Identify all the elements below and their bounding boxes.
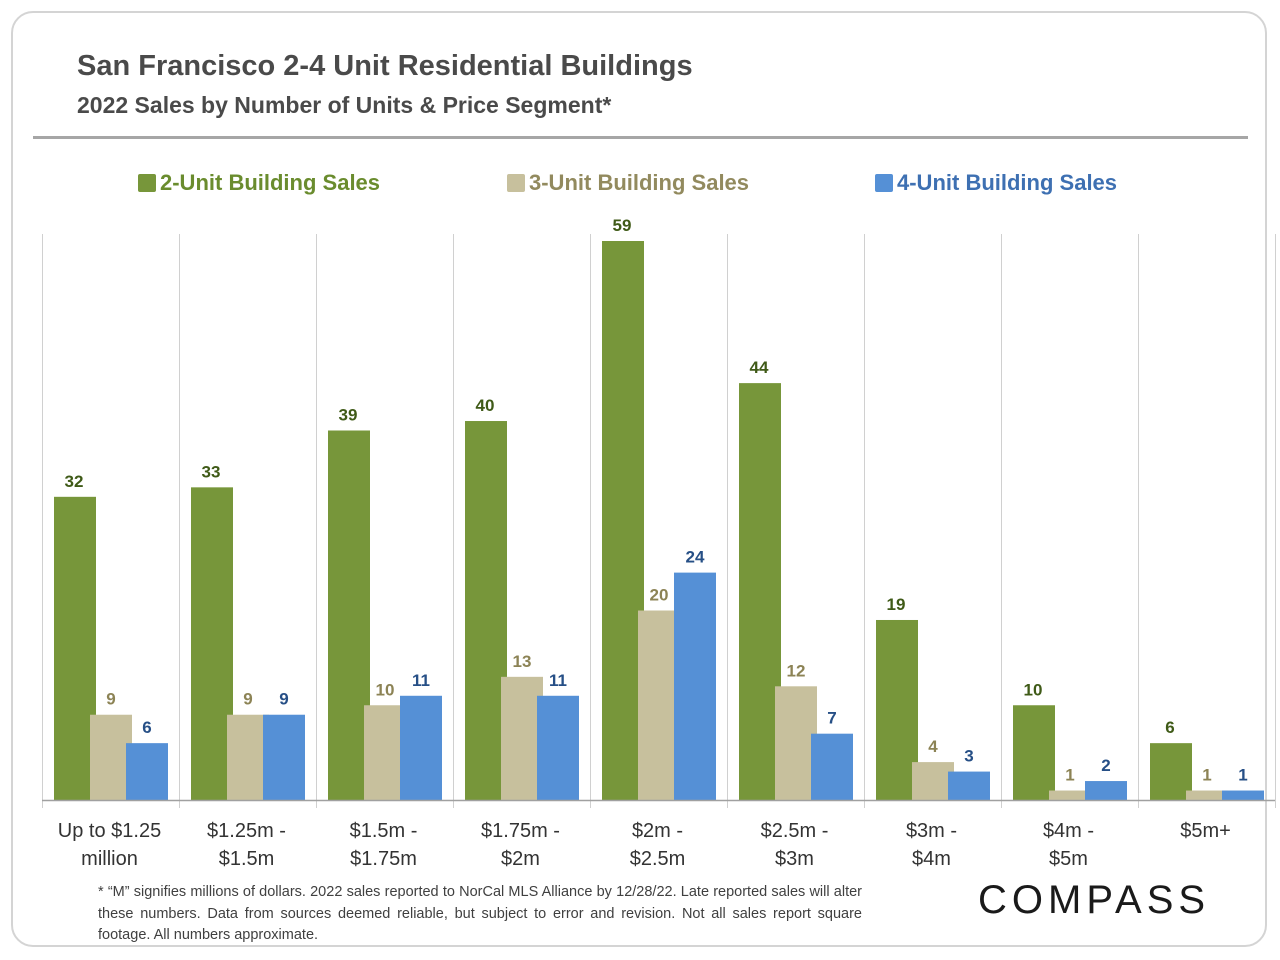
x-tick-label: $1.5m -: [350, 820, 418, 842]
x-tick-label: $1.75m -: [481, 820, 560, 842]
header-divider: [33, 136, 1248, 139]
bar: [948, 771, 990, 800]
data-label: 24: [686, 548, 705, 567]
data-label: 9: [279, 690, 288, 709]
bar: [1013, 705, 1055, 800]
data-label: 33: [202, 462, 221, 481]
legend-label-3-unit: 3-Unit Building Sales: [529, 170, 750, 195]
legend-label-2-unit: 2-Unit Building Sales: [160, 170, 381, 195]
bar: [90, 714, 132, 800]
x-tick-label: $1.25m -: [207, 820, 286, 842]
data-label: 13: [513, 652, 532, 671]
x-tick-label: $4m: [912, 848, 951, 870]
x-tick-label: $1.75m: [350, 848, 417, 870]
bar: [1186, 790, 1228, 800]
compass-logo: COMPASS: [978, 878, 1211, 922]
chart-title: San Francisco 2-4 Unit Residential Build…: [77, 50, 693, 82]
bar: [54, 496, 96, 800]
data-label: 7: [827, 709, 836, 728]
bar: [811, 733, 853, 800]
data-label: 11: [412, 671, 430, 690]
data-label: 9: [106, 690, 115, 709]
data-label: 3: [964, 747, 973, 766]
x-tick-label: $3m: [775, 848, 814, 870]
data-label: 6: [1165, 718, 1174, 737]
x-tick-label: $1.5m: [219, 848, 275, 870]
x-tick-label: $2m: [501, 848, 540, 870]
data-label: 1: [1065, 766, 1074, 785]
bar: [537, 695, 579, 800]
bar: [1049, 790, 1091, 800]
data-label: 44: [750, 358, 769, 377]
bar: [1085, 781, 1127, 800]
x-tick-label: $2.5m: [630, 848, 686, 870]
bar: [674, 572, 716, 800]
data-label: 4: [928, 737, 938, 756]
bar: [328, 430, 370, 800]
data-label: 40: [476, 396, 495, 415]
bar: [739, 383, 781, 800]
data-label: 9: [243, 690, 252, 709]
data-label: 10: [1024, 680, 1043, 699]
data-label: 1: [1238, 766, 1247, 785]
x-tick-label: Up to $1.25: [58, 820, 161, 842]
bar: [501, 676, 543, 800]
legend-swatch-4-unit: [875, 174, 893, 192]
x-tick-label: $5m: [1049, 848, 1088, 870]
data-label: 6: [142, 718, 151, 737]
x-tick-label: $5m+: [1180, 820, 1231, 842]
bar: [876, 619, 918, 800]
data-label: 10: [376, 680, 395, 699]
footnote: * “M” signifies millions of dollars. 202…: [98, 884, 862, 943]
bar: [227, 714, 269, 800]
legend-label-4-unit: 4-Unit Building Sales: [897, 170, 1118, 195]
bar: [912, 762, 954, 800]
data-label: 59: [613, 216, 632, 235]
bar: [191, 487, 233, 800]
legend-item-2-unit: 2-Unit Building Sales: [138, 170, 380, 196]
data-label: 1: [1202, 766, 1211, 785]
bar: [1150, 743, 1192, 800]
data-label: 39: [339, 405, 358, 424]
legend-item-3-unit: 3-Unit Building Sales: [507, 170, 749, 196]
bar: [465, 421, 507, 800]
bar: [1222, 790, 1264, 800]
x-tick-label: $2.5m -: [761, 820, 829, 842]
bar: [638, 610, 680, 800]
bar: [400, 695, 442, 800]
data-label: 2: [1101, 756, 1110, 775]
x-tick-label: $2m -: [632, 820, 683, 842]
legend-item-4-unit: 4-Unit Building Sales: [875, 170, 1117, 196]
data-label: 32: [65, 472, 84, 491]
chart-subtitle: 2022 Sales by Number of Units & Price Se…: [77, 92, 612, 118]
x-tick-label: million: [81, 848, 138, 870]
bar: [263, 714, 305, 800]
legend-swatch-3-unit: [507, 174, 525, 192]
bar: [775, 686, 817, 800]
legend-swatch-2-unit: [138, 174, 156, 192]
data-label: 11: [549, 671, 567, 690]
x-tick-label: $4m -: [1043, 820, 1094, 842]
bar: [602, 241, 644, 800]
bar: [364, 705, 406, 800]
data-label: 20: [650, 586, 669, 605]
bar: [126, 743, 168, 800]
data-label: 19: [887, 595, 906, 614]
data-label: 12: [787, 661, 806, 680]
x-tick-label: $3m -: [906, 820, 957, 842]
